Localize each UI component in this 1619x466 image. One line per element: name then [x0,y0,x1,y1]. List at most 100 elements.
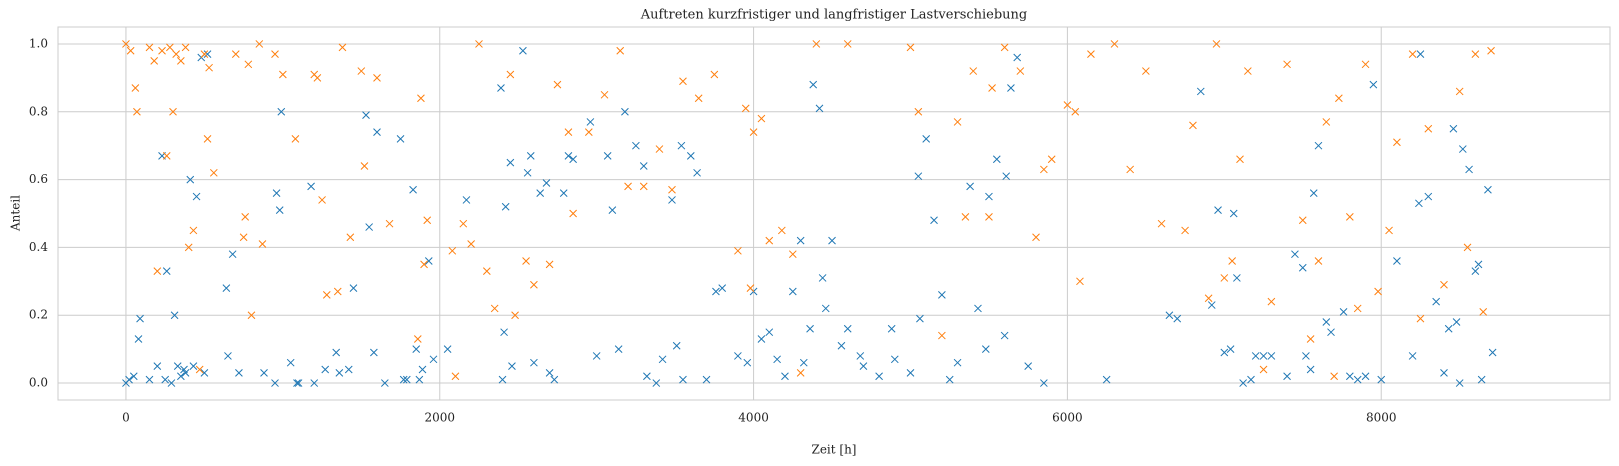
marker [278,70,287,79]
marker [412,345,421,353]
marker [153,267,162,275]
marker [209,168,218,177]
marker [1204,294,1213,303]
marker [373,74,381,82]
marker [1440,280,1448,289]
marker [307,182,315,191]
marker [1416,314,1425,323]
marker [420,260,428,269]
marker [133,107,141,116]
marker [1220,274,1229,282]
marker [914,172,923,181]
marker [668,185,676,194]
marker [1032,233,1040,242]
x-tick-label: 4000 [738,411,769,425]
marker [1236,155,1244,164]
marker [501,202,510,211]
marker [1220,348,1229,357]
marker [1267,352,1276,360]
marker [222,284,231,292]
marker [1302,352,1310,360]
marker [608,206,617,214]
marker [1040,379,1048,387]
marker [1374,287,1382,296]
marker [1040,165,1048,174]
marker [1444,324,1453,333]
marker [418,365,427,374]
marker [451,372,460,381]
marker [1226,345,1235,353]
marker [545,260,554,269]
marker [643,372,651,381]
marker [843,324,852,333]
marker [365,223,374,231]
marker [945,375,954,384]
marker [966,182,974,191]
marker [1000,43,1009,52]
marker [322,291,331,299]
marker [1063,101,1072,109]
marker [177,57,185,65]
marker [385,219,394,228]
marker [136,314,144,323]
marker [639,162,648,170]
marker [1416,50,1425,58]
marker [788,250,797,259]
marker [349,284,358,292]
marker [1408,50,1417,58]
marker [166,43,174,52]
marker [1243,67,1252,75]
x-tick-label: 6000 [1052,411,1083,425]
marker [224,352,232,360]
y-tick-label: 1.0 [29,36,48,50]
marker [1385,226,1393,235]
marker [530,358,538,367]
marker [837,341,846,350]
marker [255,40,264,48]
marker [679,77,687,86]
marker [508,362,516,370]
marker [158,46,166,55]
marker [293,379,301,387]
marker [275,206,284,214]
marker [796,369,805,377]
y-tick-label: 0.0 [29,376,48,390]
marker [1471,267,1480,275]
marker [1259,365,1268,374]
marker [922,135,931,143]
marker [145,375,154,384]
marker [953,118,962,126]
marker [536,189,545,198]
marker [177,372,185,381]
marker [712,287,720,296]
marker [134,335,143,343]
marker [346,233,355,242]
x-tick-label: 2000 [424,411,455,425]
marker [1369,80,1378,89]
marker [1002,172,1011,181]
marker [467,240,475,248]
marker [1488,348,1497,357]
y-tick-label: 0.8 [29,104,48,118]
marker [600,90,609,99]
marker [564,128,573,136]
marker [1424,124,1433,133]
marker [1283,60,1291,69]
marker [584,128,593,136]
marker [1013,53,1022,62]
marker [796,236,805,245]
marker [415,375,424,384]
marker [542,179,551,187]
marker [718,284,727,292]
marker [652,379,661,387]
marker [333,287,342,296]
marker [271,379,279,387]
marker [169,107,177,116]
marker [1440,369,1448,377]
marker [1247,375,1255,384]
marker [1477,375,1486,384]
marker [639,182,648,191]
marker [1306,365,1315,374]
marker [1487,46,1495,55]
marker [621,107,629,116]
